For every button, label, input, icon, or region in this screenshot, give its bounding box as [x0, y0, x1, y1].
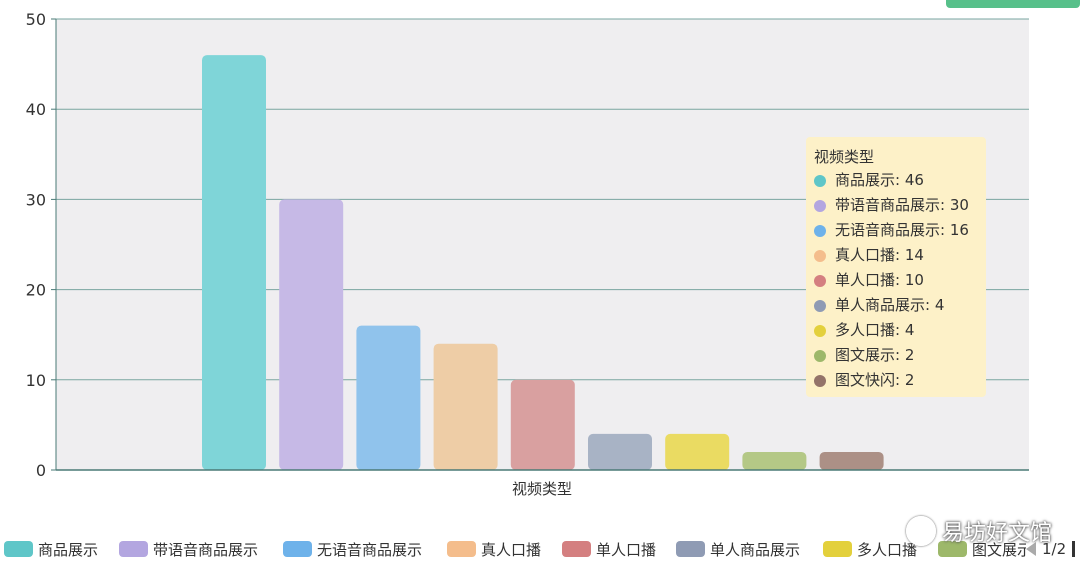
series-dot-icon [814, 324, 826, 337]
x-category-label: 视频类型 [512, 480, 572, 498]
tooltip: 视频类型 商品展示: 46 带语音商品展示: 30 无语音商品展示: 16 真人口播:… [806, 137, 986, 397]
bar-6[interactable] [588, 433, 652, 470]
legend-next-page-icon[interactable] [1072, 541, 1076, 557]
series-dot-icon [814, 299, 826, 312]
legend-page-indicator: 1/2 [1042, 540, 1067, 558]
legend-label: 图文展示 [972, 540, 1033, 559]
bar-1[interactable] [202, 55, 266, 471]
tooltip-row: 带语音商品展示: 30 [814, 193, 978, 218]
bars [202, 55, 884, 471]
legend-label: 单人口播 [596, 540, 657, 559]
legend-item[interactable]: 多人口播 [823, 535, 917, 563]
legend-label: 无语音商品展示 [317, 540, 423, 559]
legend-item[interactable]: 商品展示 [4, 535, 98, 563]
legend-item[interactable]: 单人口播 [562, 535, 656, 563]
tooltip-row: 多人口播: 4 [814, 318, 978, 343]
legend: 商品展示 带语音商品展示 无语音商品展示 真人口播 单人口播 单人商品展示 多人口播 图文展示 [0, 535, 1040, 563]
tooltip-row: 单人商品展示: 4 [814, 293, 978, 318]
series-dot-icon [814, 249, 826, 262]
legend-swatch-icon [447, 541, 476, 557]
tooltip-row-text: 单人商品展示: 4 [835, 296, 945, 314]
legend-item[interactable]: 无语音商品展示 [283, 535, 422, 563]
tooltip-rows: 商品展示: 46 带语音商品展示: 30 无语音商品展示: 16 真人口播: 14 单人… [814, 168, 978, 393]
tooltip-row: 单人口播: 10 [814, 268, 978, 293]
legend-swatch-icon [823, 541, 852, 557]
tooltip-title: 视频类型 [814, 148, 875, 166]
y-tick-label: 40 [26, 100, 46, 119]
legend-swatch-icon [4, 541, 33, 557]
watermark: 易坊好文馆 [906, 510, 1066, 552]
series-dot-icon [814, 374, 826, 387]
tooltip-row-text: 单人口播: 10 [835, 271, 924, 289]
series-dot-icon [814, 349, 826, 362]
y-tick-label: 30 [26, 190, 46, 209]
series-dot-icon [814, 199, 826, 212]
legend-swatch-icon [676, 541, 705, 557]
legend-prev-page-icon[interactable] [1026, 542, 1036, 556]
tooltip-row-text: 商品展示: 46 [835, 171, 924, 189]
legend-pager: 1/2 [1026, 538, 1080, 560]
legend-swatch-icon [283, 541, 312, 557]
series-dot-icon [814, 174, 826, 187]
bar-8[interactable] [742, 451, 807, 470]
legend-label: 商品展示 [38, 540, 99, 559]
legend-item[interactable]: 图文展示 [938, 535, 1032, 563]
tooltip-row-text: 无语音商品展示: 16 [835, 221, 969, 239]
y-tick-labels: 0 10 20 30 40 50 [26, 10, 56, 480]
tooltip-row-text: 带语音商品展示: 30 [835, 196, 969, 214]
tooltip-row-text: 真人口播: 14 [835, 246, 924, 264]
legend-label: 多人口播 [857, 540, 918, 559]
series-dot-icon [814, 224, 826, 237]
legend-swatch-icon [119, 541, 148, 557]
tooltip-row: 商品展示: 46 [814, 168, 978, 193]
watermark-text: 易坊好文馆 [942, 521, 1053, 546]
tooltip-row: 图文快闪: 2 [814, 368, 978, 393]
top-accent-strip [946, 0, 1080, 8]
legend-item[interactable]: 单人商品展示 [676, 535, 800, 563]
watermark-logo-icon [906, 516, 936, 546]
tooltip-row-text: 图文展示: 2 [835, 346, 915, 364]
tooltip-row: 无语音商品展示: 16 [814, 218, 978, 243]
bar-2[interactable] [279, 199, 344, 470]
tooltip-row: 图文展示: 2 [814, 343, 978, 368]
y-tick-label: 20 [26, 281, 46, 300]
tooltip-row-text: 多人口播: 4 [835, 321, 915, 339]
tooltip-row: 真人口播: 14 [814, 243, 978, 268]
bar-9[interactable] [819, 451, 884, 470]
y-tick-label: 50 [26, 10, 46, 29]
bar-3[interactable] [356, 325, 421, 470]
bar-7[interactable] [665, 433, 730, 470]
legend-label: 带语音商品展示 [153, 540, 259, 559]
series-dot-icon [814, 274, 826, 287]
legend-item[interactable]: 真人口播 [447, 535, 541, 563]
legend-label: 真人口播 [481, 540, 542, 559]
legend-label: 单人商品展示 [710, 540, 801, 559]
bar-5[interactable] [510, 379, 575, 470]
legend-swatch-icon [562, 541, 591, 557]
tooltip-row-text: 图文快闪: 2 [835, 371, 915, 389]
y-tick-label: 0 [36, 461, 46, 480]
legend-item[interactable]: 带语音商品展示 [119, 535, 258, 563]
y-tick-label: 10 [26, 371, 46, 390]
legend-swatch-icon [938, 541, 967, 557]
bar-4[interactable] [433, 343, 498, 470]
